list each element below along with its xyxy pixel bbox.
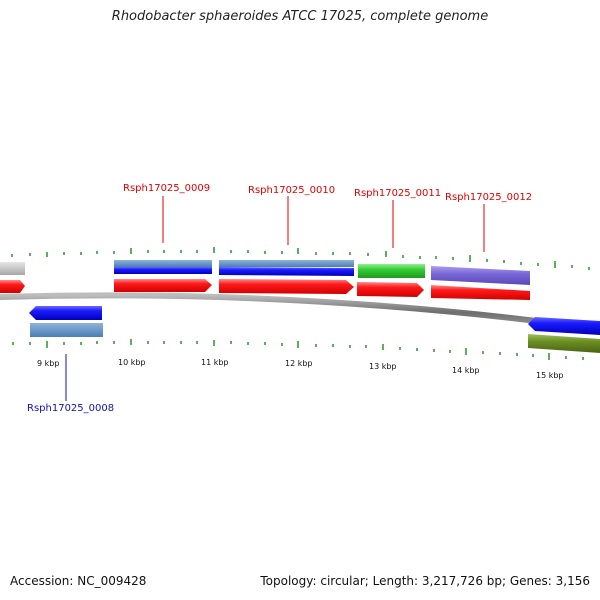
gene-label-leaders: [65, 196, 485, 401]
inner-ticks: [12, 339, 584, 360]
forward-cds-arrow-0007: [0, 280, 25, 293]
gene-label-0008[interactable]: Rsph17025_0008: [27, 403, 114, 414]
forward-cds-arrow-0012: [431, 285, 530, 300]
green-feature-0011: [358, 264, 425, 278]
genome-title: Rhodobacter sphaeroides ATCC 17025, comp…: [111, 9, 489, 24]
kbp-label-11: 11 kbp: [201, 358, 229, 367]
gene-label-0010[interactable]: Rsph17025_0010: [248, 185, 335, 196]
feature-ring-blue: [114, 267, 354, 276]
forward-cds-arrow-0010: [219, 279, 354, 294]
feature-ring-outer: [0, 260, 530, 285]
kbp-label-12: 12 kbp: [285, 359, 313, 368]
steel-feature-0010: [219, 260, 354, 267]
blue-bar-0010: [219, 267, 354, 276]
reverse-cds-ring: [29, 306, 600, 353]
genome-backbone: [0, 292, 600, 332]
gene-label-0009[interactable]: Rsph17025_0009: [123, 183, 210, 194]
genome-stats: Topology: circular; Length: 3,217,726 bp…: [260, 574, 590, 588]
gray-feature-block: [0, 262, 25, 275]
kbp-label-14: 14 kbp: [452, 366, 480, 375]
kbp-label-15: 15 kbp: [536, 371, 564, 380]
kbp-label-13: 13 kbp: [369, 362, 397, 371]
forward-cds-arrow-0011: [357, 282, 424, 297]
olive-feature-0013: [528, 334, 600, 353]
reverse-cds-arrow-0008: [29, 306, 102, 320]
purple-feature-0012: [431, 266, 530, 285]
gene-label-0012[interactable]: Rsph17025_0012: [445, 192, 532, 203]
forward-cds-arrow-0009: [114, 279, 212, 292]
gene-label-0011[interactable]: Rsph17025_0011: [354, 188, 441, 199]
blue-bar-0009: [114, 267, 212, 274]
outer-ticks: [11, 247, 590, 270]
reverse-cds-arrow-0013: [528, 317, 600, 335]
forward-cds-ring: [0, 279, 530, 300]
steel-feature-0009: [114, 260, 212, 267]
kbp-label-10: 10 kbp: [118, 358, 146, 367]
accession-number: Accession: NC_009428: [10, 574, 147, 588]
steel-feature-0008: [30, 323, 103, 337]
kbp-label-9: 9 kbp: [37, 359, 59, 368]
